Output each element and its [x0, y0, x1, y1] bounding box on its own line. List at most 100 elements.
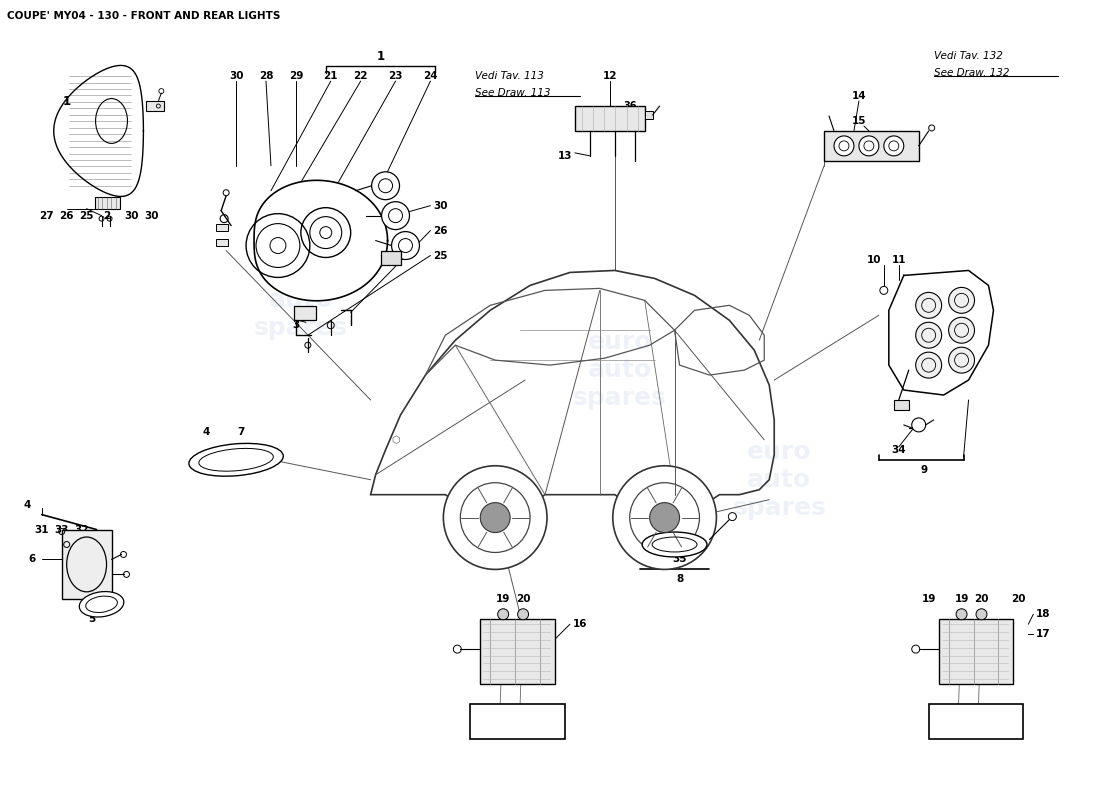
Circle shape: [497, 609, 508, 620]
FancyBboxPatch shape: [824, 131, 918, 161]
FancyBboxPatch shape: [481, 619, 556, 684]
Text: 19: 19: [922, 594, 936, 604]
FancyBboxPatch shape: [381, 250, 400, 266]
Circle shape: [372, 172, 399, 200]
FancyBboxPatch shape: [217, 224, 228, 230]
Text: 34: 34: [891, 445, 906, 455]
Text: 3: 3: [293, 320, 299, 330]
Text: 24: 24: [424, 71, 438, 81]
Text: 19: 19: [955, 594, 969, 604]
Text: 1: 1: [376, 50, 385, 62]
Circle shape: [382, 202, 409, 230]
Text: COUPE' MY04 - 130 - FRONT AND REAR LIGHTS: COUPE' MY04 - 130 - FRONT AND REAR LIGHT…: [7, 11, 280, 22]
Text: 16: 16: [573, 619, 587, 630]
Text: ⬡: ⬡: [392, 435, 399, 445]
Text: 30: 30: [124, 210, 139, 221]
Text: 32: 32: [75, 525, 89, 534]
FancyBboxPatch shape: [894, 400, 909, 410]
Circle shape: [948, 318, 975, 343]
Circle shape: [976, 609, 987, 620]
Circle shape: [392, 231, 419, 259]
Circle shape: [956, 609, 967, 620]
Text: 13: 13: [558, 151, 572, 161]
Text: 14: 14: [851, 91, 866, 101]
Text: 36: 36: [623, 101, 637, 111]
Circle shape: [650, 502, 680, 533]
Text: 6: 6: [29, 554, 35, 565]
Text: 25: 25: [433, 250, 448, 261]
Text: euro
auto
spares: euro auto spares: [573, 330, 667, 410]
Text: 30: 30: [144, 210, 158, 221]
Text: 35: 35: [672, 554, 686, 565]
Text: 29: 29: [288, 71, 304, 81]
FancyBboxPatch shape: [95, 197, 120, 209]
Text: 23: 23: [388, 71, 403, 81]
FancyBboxPatch shape: [928, 704, 1023, 739]
Circle shape: [518, 609, 529, 620]
Ellipse shape: [642, 532, 707, 557]
Circle shape: [883, 136, 904, 156]
FancyBboxPatch shape: [217, 238, 228, 246]
Circle shape: [948, 347, 975, 373]
FancyBboxPatch shape: [471, 704, 565, 739]
Text: euro
auto
spares: euro auto spares: [254, 261, 348, 340]
Text: 2: 2: [103, 210, 110, 221]
Text: 15: 15: [851, 116, 866, 126]
Circle shape: [613, 466, 716, 570]
Polygon shape: [254, 180, 387, 301]
Text: 26: 26: [59, 210, 74, 221]
FancyBboxPatch shape: [146, 101, 164, 111]
Text: 30: 30: [229, 71, 243, 81]
Circle shape: [443, 466, 547, 570]
Ellipse shape: [79, 591, 124, 617]
Text: 28: 28: [258, 71, 273, 81]
Text: 7: 7: [238, 427, 245, 437]
Text: 9: 9: [920, 465, 927, 474]
Polygon shape: [54, 66, 143, 197]
Circle shape: [948, 287, 975, 314]
Text: 19: 19: [496, 594, 510, 604]
Text: 12: 12: [603, 71, 617, 81]
Text: 4: 4: [23, 500, 31, 510]
FancyBboxPatch shape: [938, 619, 1013, 684]
Text: See Draw. 132: See Draw. 132: [934, 68, 1009, 78]
Text: 27: 27: [40, 210, 54, 221]
Circle shape: [912, 418, 926, 432]
FancyBboxPatch shape: [294, 306, 316, 320]
Circle shape: [859, 136, 879, 156]
Text: 10: 10: [867, 255, 881, 266]
Circle shape: [915, 322, 942, 348]
Text: 20: 20: [516, 594, 530, 604]
Text: 30: 30: [433, 201, 448, 210]
Circle shape: [834, 136, 854, 156]
FancyBboxPatch shape: [575, 106, 645, 131]
Circle shape: [481, 502, 510, 533]
Text: USA - CDN: USA - CDN: [481, 714, 550, 727]
FancyBboxPatch shape: [62, 530, 111, 599]
Text: 21: 21: [323, 71, 338, 81]
Text: 25: 25: [79, 210, 94, 221]
Text: 8: 8: [675, 574, 683, 584]
Text: USA - CDN: USA - CDN: [939, 714, 1008, 727]
Text: Vedi Tav. 113: Vedi Tav. 113: [475, 71, 544, 81]
Text: 4: 4: [202, 427, 210, 437]
Text: 18: 18: [1036, 610, 1050, 619]
Circle shape: [915, 352, 942, 378]
Text: 26: 26: [433, 226, 448, 235]
Text: Vedi Tav. 132: Vedi Tav. 132: [934, 51, 1002, 61]
FancyBboxPatch shape: [645, 111, 652, 119]
Text: 20: 20: [1011, 594, 1025, 604]
Circle shape: [915, 292, 942, 318]
Polygon shape: [889, 270, 993, 395]
Text: 17: 17: [1036, 629, 1050, 639]
Text: 20: 20: [975, 594, 989, 604]
Text: See Draw. 113: See Draw. 113: [475, 88, 551, 98]
Text: 5: 5: [88, 614, 96, 624]
Text: 1: 1: [63, 94, 70, 107]
Text: 22: 22: [353, 71, 367, 81]
Ellipse shape: [189, 443, 284, 476]
Text: 33: 33: [55, 525, 69, 534]
Text: 31: 31: [34, 525, 50, 534]
Text: euro
auto
spares: euro auto spares: [733, 440, 826, 519]
Text: 11: 11: [891, 255, 906, 266]
